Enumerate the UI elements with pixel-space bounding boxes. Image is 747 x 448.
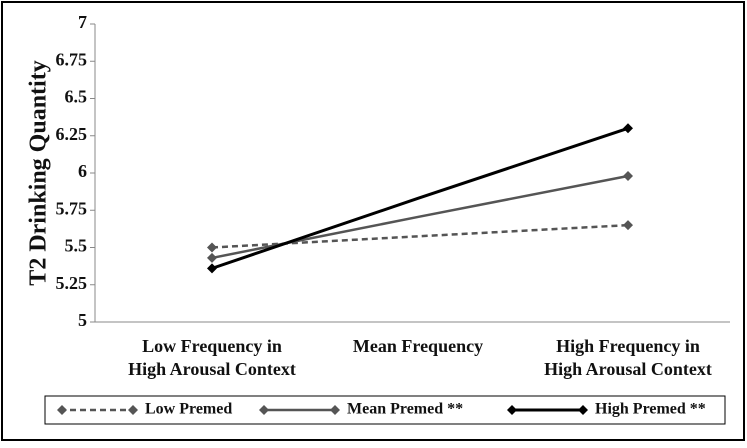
y-tick-label: 5 bbox=[78, 310, 87, 330]
x-tick-label: High Arousal Context bbox=[128, 359, 296, 379]
legend-marker bbox=[57, 405, 67, 415]
x-tick-label: Low Frequency in bbox=[142, 336, 282, 356]
line-marker bbox=[623, 220, 633, 231]
y-tick-label: 5.5 bbox=[65, 236, 88, 256]
line-marker bbox=[207, 242, 217, 253]
legend-marker bbox=[128, 405, 138, 415]
x-tick-label: High Arousal Context bbox=[544, 359, 712, 379]
legend-label: High Premed ** bbox=[595, 401, 706, 418]
y-axis-label: T2 Drinking Quantity bbox=[26, 60, 52, 285]
y-tick-label: 5.25 bbox=[56, 273, 88, 293]
y-tick-label: 7 bbox=[78, 12, 87, 32]
line-marker bbox=[623, 170, 633, 181]
line-marker bbox=[207, 263, 217, 274]
y-tick-label: 5.75 bbox=[56, 198, 88, 218]
legend-marker bbox=[330, 405, 340, 415]
y-tick-label: 6 bbox=[78, 161, 87, 181]
series-line bbox=[211, 126, 629, 270]
x-tick-label: High Frequency in bbox=[556, 336, 700, 356]
legend-marker bbox=[259, 405, 269, 415]
y-tick-label: 6.25 bbox=[56, 124, 88, 144]
y-tick-label: 6.5 bbox=[65, 87, 88, 107]
line-marker bbox=[207, 252, 217, 263]
line-marker bbox=[623, 123, 633, 134]
y-tick-label: 6.75 bbox=[56, 49, 88, 69]
chart-frame bbox=[1, 1, 745, 441]
x-tick-label: Mean Frequency bbox=[353, 336, 483, 356]
legend-label: Low Premed bbox=[145, 401, 232, 418]
legend-marker bbox=[507, 405, 517, 415]
legend-marker bbox=[578, 405, 588, 415]
legend-label: Mean Premed ** bbox=[347, 401, 463, 418]
legend-box bbox=[44, 395, 726, 425]
